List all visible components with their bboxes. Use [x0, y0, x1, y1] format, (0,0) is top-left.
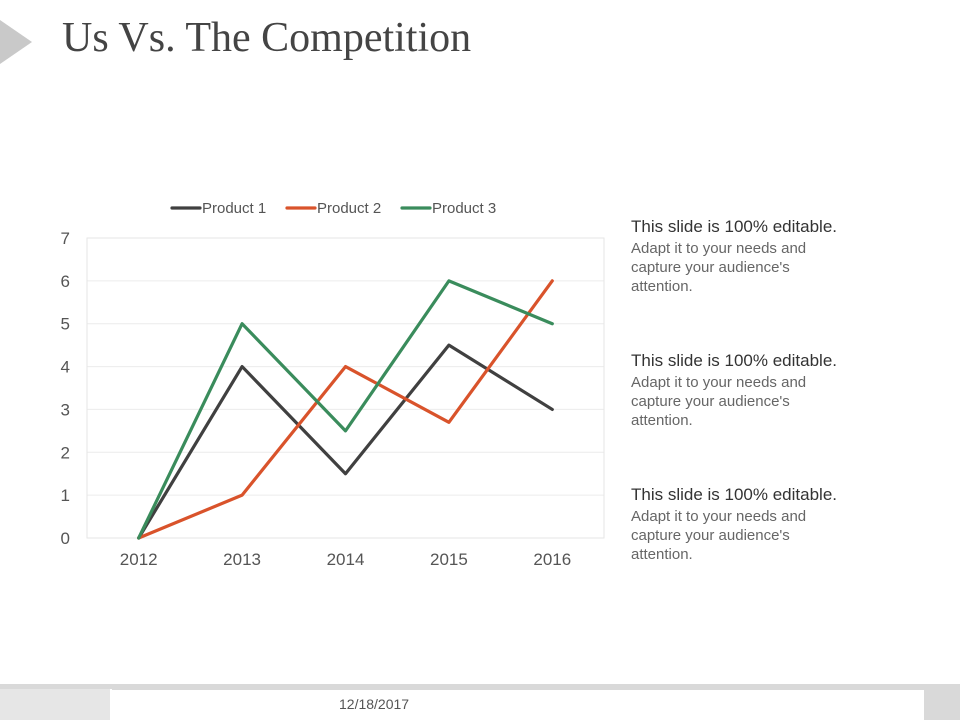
text-block-1: This slide is 100% editable. Adapt it to… [631, 217, 951, 296]
footer-date: 12/18/2017 [339, 696, 410, 712]
y-tick-label: 5 [61, 315, 70, 334]
text-block-heading: This slide is 100% editable. [631, 351, 838, 370]
y-tick-label: 4 [61, 358, 70, 377]
text-block-body: Adapt it to your needs and capture your … [631, 508, 807, 563]
text-block-heading: This slide is 100% editable. [631, 485, 838, 504]
footer-segment [0, 689, 112, 720]
series-line-3 [137, 279, 554, 540]
legend-label: Product 3 [432, 200, 496, 217]
series-line-1 [137, 343, 554, 540]
y-tick-label: 3 [61, 400, 70, 419]
slide-title: Us Vs. The Competition [62, 15, 472, 61]
text-block-body: Adapt it to your needs and capture your … [631, 240, 807, 295]
line-chart: 0 1 2 3 4 5 6 7 2012 2013 2014 2015 2016 Product 1 Pro… [61, 200, 605, 569]
x-tick-label: 2016 [533, 550, 571, 569]
y-tick-label: 6 [61, 272, 70, 291]
legend-label: Product 2 [317, 200, 381, 217]
series-line-2 [137, 279, 554, 540]
x-tick-label: 2015 [430, 550, 468, 569]
plot-area-border [86, 237, 605, 539]
x-tick-label: 2012 [120, 550, 158, 569]
y-tick-label: 2 [61, 443, 70, 462]
y-tick-label: 0 [61, 529, 70, 548]
footer-corner [924, 684, 960, 720]
y-tick-label: 1 [61, 486, 70, 505]
x-tick-label: 2013 [223, 550, 261, 569]
legend-label: Product 1 [202, 200, 266, 217]
title-arrow-icon [0, 20, 32, 64]
text-block-2: This slide is 100% editable. Adapt it to… [631, 351, 951, 430]
text-block-3: This slide is 100% editable. Adapt it to… [631, 485, 951, 564]
y-tick-label: 7 [61, 229, 70, 248]
text-block-body: Adapt it to your needs and capture your … [631, 374, 807, 429]
footer-bar [0, 684, 960, 690]
x-tick-label: 2014 [327, 550, 365, 569]
text-block-heading: This slide is 100% editable. [631, 217, 838, 236]
